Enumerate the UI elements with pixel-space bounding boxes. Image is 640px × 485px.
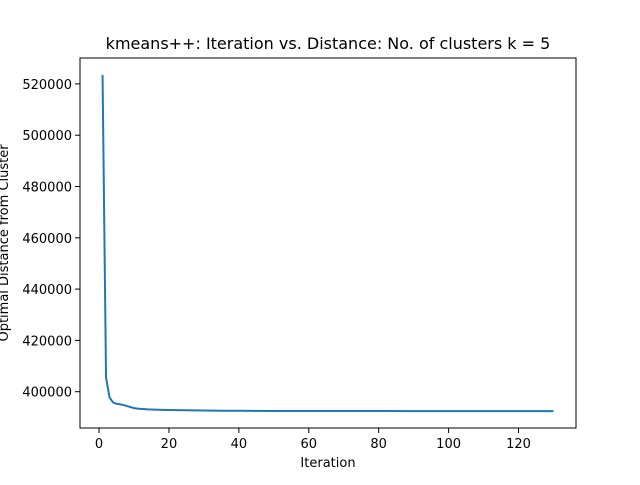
x-tick-label: 100 bbox=[436, 437, 461, 452]
y-tick-label: 400000 bbox=[22, 386, 72, 401]
series-line-0 bbox=[101, 74, 554, 413]
chart-title: kmeans++: Iteration vs. Distance: No. of… bbox=[106, 34, 551, 53]
y-tick-label: 520000 bbox=[22, 78, 72, 93]
y-tick-label: 440000 bbox=[22, 283, 72, 298]
x-axis-label: Iteration bbox=[300, 456, 355, 471]
x-axis: 0 20 40 60 80 100 120 bbox=[95, 428, 531, 452]
y-tick-label: 420000 bbox=[22, 334, 72, 349]
x-tick-label: 120 bbox=[506, 437, 531, 452]
plot-area bbox=[101, 74, 554, 413]
y-tick-label: 460000 bbox=[22, 232, 72, 247]
x-tick-label: 80 bbox=[370, 437, 387, 452]
plot-frame bbox=[79, 57, 577, 429]
x-tick-label: 20 bbox=[161, 437, 178, 452]
y-tick-label: 480000 bbox=[22, 181, 72, 196]
x-tick-label: 0 bbox=[95, 437, 103, 452]
x-tick-label: 40 bbox=[231, 437, 248, 452]
y-axis-label: Optimal Distance from Cluster bbox=[0, 144, 12, 342]
y-axis: 400000 420000 440000 460000 480000 500000 5200… bbox=[22, 78, 80, 401]
y-tick-label: 500000 bbox=[22, 129, 72, 144]
x-tick-label: 60 bbox=[301, 437, 318, 452]
